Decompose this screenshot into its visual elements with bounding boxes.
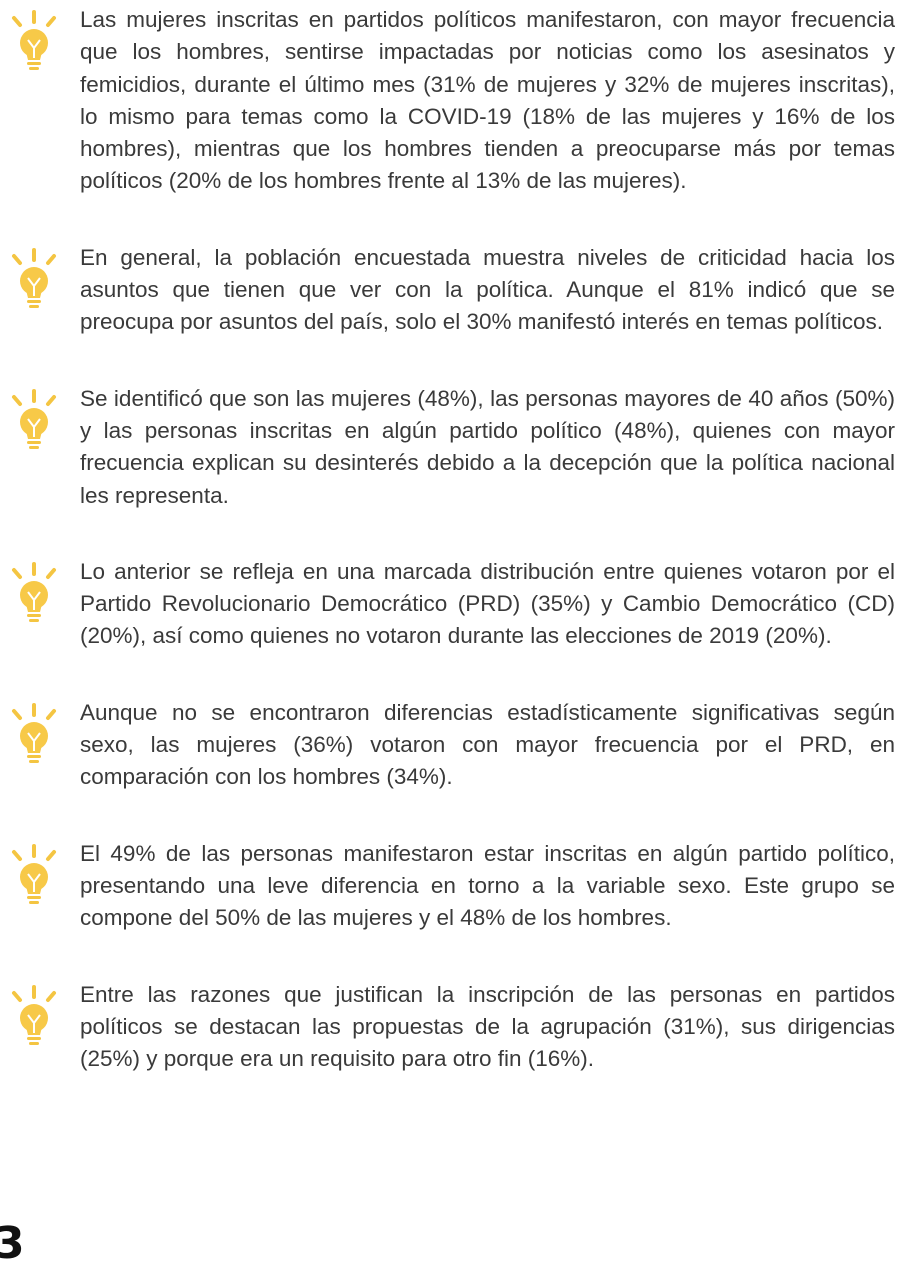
paragraph: El 49% de las personas manifestaron esta… <box>80 840 895 931</box>
page-number: 3 <box>0 1218 25 1269</box>
bullet-item: El 49% de las personas manifestaron esta… <box>0 838 897 935</box>
bullet-item: En general, la población encuestada mues… <box>0 242 897 339</box>
paragraph: Entre las razones que justifican la insc… <box>80 981 895 1072</box>
paragraph: Aunque no se encontraron diferencias est… <box>80 699 895 790</box>
bullet-item: Lo anterior se refleja en una marcada di… <box>0 556 897 653</box>
bullet-list: Las mujeres inscritas en partidos políti… <box>0 4 897 1119</box>
bulb-icon <box>12 843 56 904</box>
bullet-item: Se identificó que son las mujeres (48%),… <box>0 383 897 512</box>
bulb-icon <box>12 561 56 622</box>
paragraph: Las mujeres inscritas en partidos políti… <box>80 7 895 194</box>
bulb-icon <box>12 984 56 1045</box>
bulb-icon <box>12 247 56 308</box>
paragraph: Lo anterior se refleja en una marcada di… <box>80 558 895 649</box>
paragraph: Se identificó que son las mujeres (48%),… <box>80 385 895 508</box>
bulb-icon <box>12 388 56 449</box>
bulb-icon <box>12 10 56 70</box>
bulb-icon <box>12 702 56 763</box>
paragraph: En general, la población encuestada mues… <box>80 244 895 335</box>
bullet-item: Aunque no se encontraron diferencias est… <box>0 697 897 794</box>
bullet-item: Entre las razones que justifican la insc… <box>0 979 897 1076</box>
bullet-item: Las mujeres inscritas en partidos políti… <box>0 4 897 198</box>
